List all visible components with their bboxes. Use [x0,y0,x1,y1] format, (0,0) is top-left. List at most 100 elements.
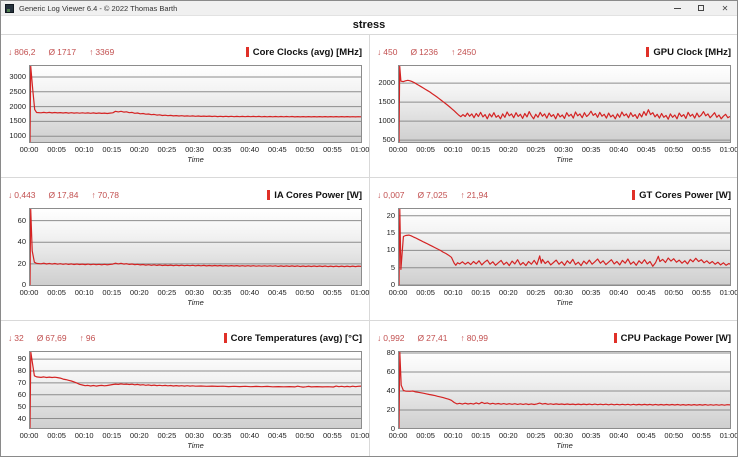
min-arrow-icon: ↓ [377,190,382,200]
maximize-button[interactable] [689,1,713,15]
min-stat: ↓ 450 [377,47,397,57]
min-stat: ↓ 0,007 [377,190,405,200]
close-icon: ✕ [721,3,729,13]
series-color-marker-icon [632,190,636,200]
y-tick-label: 1500 [378,97,395,106]
y-tick-label: 80 [386,348,395,357]
x-tick-label: 00:35 [212,288,232,297]
max-arrow-icon: ↑ [460,190,465,200]
chart-stats-row: ↓ 0,007 Ø 7,025 ↑ 21,94 GT Cores Power [W] [377,182,731,208]
x-axis-title: Time [556,298,573,307]
y-tick-label: 0 [390,280,395,289]
x-tick-label: 00:35 [581,145,601,154]
x-tick-label: 00:35 [581,288,601,297]
min-value: 0,007 [383,190,405,200]
max-arrow-icon: ↑ [91,190,96,200]
min-value: 32 [14,333,24,343]
x-tick-label: 00:40 [240,145,260,154]
dataset-label: stress [352,19,386,31]
x-tick-label: 00:45 [636,288,656,297]
x-tick-label: 00:50 [664,145,684,154]
min-stat: ↓ 32 [8,333,24,343]
y-tick-label: 20 [386,211,395,220]
close-button[interactable]: ✕ [713,1,737,15]
x-tick-label: 00:10 [74,431,94,440]
avg-stat: Ø 67,69 [37,333,67,343]
x-tick-label: 00:25 [157,145,177,154]
x-tick-label: 00:45 [267,431,287,440]
max-value: 70,78 [97,190,119,200]
chart-stats: ↓ 450 Ø 1236 ↑ 2450 [377,47,476,57]
y-tick-label: 60 [386,367,395,376]
x-tick-label: 00:05 [47,288,66,297]
chart-stats: ↓ 32 Ø 67,69 ↑ 96 [8,333,95,343]
x-tick-label: 00:45 [636,431,656,440]
x-tick-label: 01:00 [719,431,738,440]
x-tick-label: 00:25 [526,288,546,297]
x-tick-label: 00:00 [19,145,39,154]
x-tick-label: 00:05 [47,431,66,440]
x-tick-label: 00:15 [102,288,122,297]
plot-block: 0 5 10 15 20 [377,208,731,289]
x-tick-label: 00:55 [692,288,711,297]
chart-stats-row: ↓ 0,443 Ø 17,84 ↑ 70,78 IA Cores Power [W] [8,182,362,208]
plot-area[interactable] [398,208,731,286]
y-tick-label: 60 [17,390,26,399]
plot-area[interactable] [398,65,731,143]
x-tick-label: 00:30 [185,431,204,440]
chart-stats: ↓ 806,2 Ø 1717 ↑ 3369 [8,47,114,57]
minimize-icon [673,7,681,9]
plot-area[interactable] [29,351,362,429]
series-color-marker-icon [646,47,650,57]
chart-stats-row: ↓ 450 Ø 1236 ↑ 2450 GPU Clock [MHz] [377,39,731,65]
y-axis-labels: 500 1000 1500 2000 [377,65,395,144]
chart-title-text: GT Cores Power [W] [639,189,731,201]
min-arrow-icon: ↓ [8,333,13,343]
minimize-button[interactable] [665,1,689,15]
x-tick-label: 00:55 [323,145,342,154]
chart-title: Core Clocks (avg) [MHz] [245,47,362,58]
title-bar[interactable]: Generic Log Viewer 6.4 - © 2022 Thomas B… [1,1,737,16]
chart-title: CPU Package Power [W] [613,332,731,344]
min-stat: ↓ 0,443 [8,190,36,200]
plot-area[interactable] [398,351,731,429]
plot-area[interactable] [29,208,362,286]
x-tick-label: 00:15 [471,288,491,297]
x-tick-label: 00:15 [471,145,491,154]
x-tick-label: 00:50 [664,288,684,297]
x-tick-label: 00:10 [443,431,463,440]
y-tick-label: 40 [17,414,26,423]
y-tick-label: 80 [17,366,26,375]
avg-symbol-icon: Ø [417,190,425,200]
max-value: 2450 [457,47,477,57]
x-tick-label: 00:35 [212,145,232,154]
y-axis-labels: 1000 1500 2000 2500 3000 [8,65,26,143]
y-tick-label: 40 [386,386,395,395]
x-tick-label: 00:20 [498,288,518,297]
y-tick-label: 15 [386,228,395,237]
chart-stats: ↓ 0,443 Ø 17,84 ↑ 70,78 [8,190,119,200]
plot-area[interactable] [29,65,362,143]
chart-panel-gt-cores-power: ↓ 0,007 Ø 7,025 ↑ 21,94 GT Cores Power [W] 0 5 10… [369,177,737,320]
y-tick-label: 1000 [378,116,395,125]
y-tick-label: 500 [382,135,395,144]
chart-title: IA Cores Power [W] [267,190,362,201]
x-tick-label: 00:10 [443,145,463,154]
x-axis-labels: 00:00 00:05 00:10 00:15 00:20 00:25 00:30 00:35… [20,287,370,298]
max-arrow-icon: ↑ [450,47,456,57]
x-tick-label: 00:10 [443,288,463,297]
max-stat: ↑ 80,99 [460,333,488,343]
x-tick-label: 00:00 [19,431,39,440]
min-value: 806,2 [14,47,36,57]
series-color-marker-icon [245,47,249,57]
series-line [399,209,730,285]
max-stat: ↑ 3369 [89,47,114,57]
chart-title-text: CPU Package Power [W] [620,332,731,344]
y-tick-label: 20 [17,259,26,268]
min-value: 0,992 [383,333,405,343]
chart-grid: ↓ 806,2 Ø 1717 ↑ 3369 Core Clocks (avg) [MHz] 1… [1,35,737,456]
chart-panel-gpu-clock: ↓ 450 Ø 1236 ↑ 2450 GPU Clock [MHz] 500 1000 1500… [369,35,737,177]
x-tick-label: 00:20 [129,145,149,154]
y-tick-label: 3000 [9,72,26,81]
x-tick-label: 00:45 [267,145,287,154]
